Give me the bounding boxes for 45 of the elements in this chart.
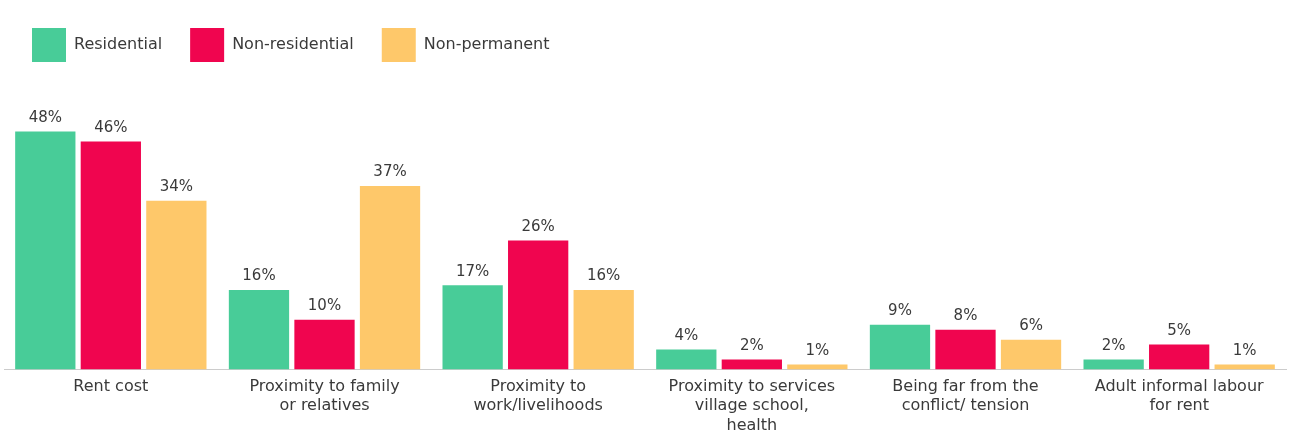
data-label: 48% [28, 107, 62, 126]
bar [935, 329, 996, 370]
bar [15, 131, 76, 370]
bar [508, 240, 569, 370]
data-label: 1% [805, 340, 830, 359]
bar [869, 324, 931, 370]
data-label: 34% [159, 177, 194, 196]
data-label: 46% [94, 117, 128, 136]
bar [442, 285, 503, 370]
bar [1000, 339, 1062, 370]
bar [573, 290, 634, 370]
data-label: 26% [521, 216, 555, 235]
bar [294, 319, 355, 370]
data-label: 4% [674, 325, 699, 344]
x-tick-label: Being far from the conflict/ tension [892, 376, 1039, 415]
data-label: 17% [455, 261, 490, 280]
bar [787, 364, 848, 370]
x-tick-label: Rent cost [73, 376, 149, 396]
data-label: 10% [307, 296, 342, 315]
bar [228, 290, 290, 370]
data-label: 9% [888, 301, 912, 320]
bar [656, 349, 717, 370]
x-tick-label: Proximity to work/livelihoods [473, 376, 603, 415]
x-tick-label: Proximity to services village school, health [668, 376, 836, 434]
data-label: 5% [1167, 321, 1192, 340]
data-label: 2% [739, 335, 764, 354]
data-label: 37% [373, 162, 407, 181]
bar [146, 200, 207, 370]
bar [1149, 344, 1210, 370]
data-label: 8% [953, 306, 978, 325]
bar [721, 359, 782, 370]
x-tick-label: Adult informal labour for rent [1094, 376, 1265, 415]
x-tick-label: Proximity to family or relatives [249, 376, 400, 415]
legend-label: Residential [74, 34, 163, 54]
data-label: 2% [1101, 335, 1126, 354]
legend-label: Non-permanent [423, 34, 550, 54]
bar [1214, 364, 1275, 370]
data-label: 16% [242, 266, 276, 285]
data-label: 16% [587, 266, 621, 285]
bar [1083, 359, 1144, 370]
legend-label: Non-residential [232, 34, 354, 54]
data-label: 1% [1232, 340, 1257, 359]
bar [80, 141, 141, 370]
data-label: 6% [1019, 316, 1043, 335]
bar [359, 186, 421, 370]
